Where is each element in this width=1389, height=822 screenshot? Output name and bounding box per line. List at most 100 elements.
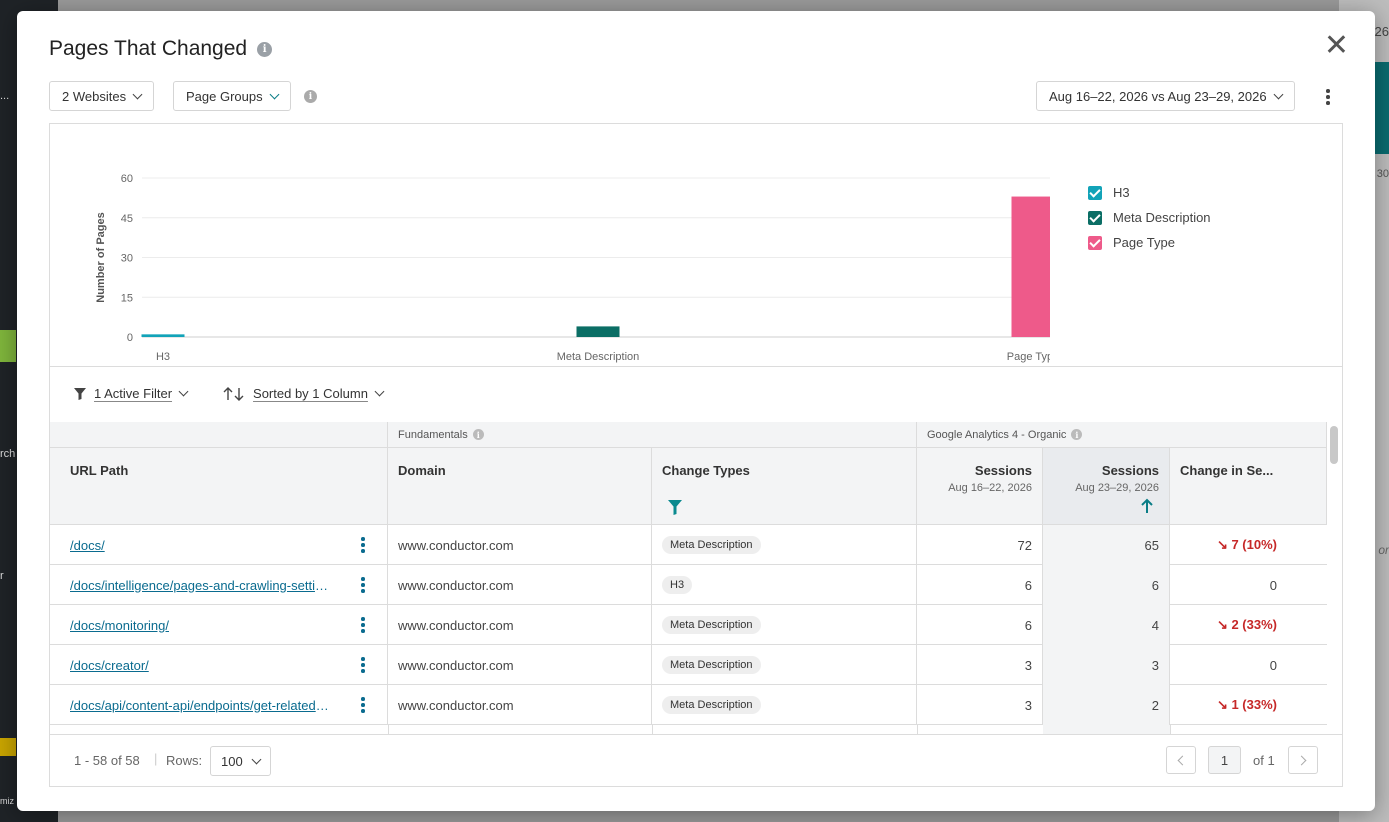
checkbox-icon[interactable]	[1088, 185, 1102, 200]
change-negative: ↘ 1 (33%)	[1217, 697, 1277, 713]
table-scrollbar[interactable]	[1330, 426, 1338, 464]
change-cell: 0	[1170, 645, 1327, 685]
url-link[interactable]: /docs/	[70, 537, 105, 553]
group-label: Google Analytics 4 - Organic	[927, 428, 1067, 441]
page-groups-dropdown-label: Page Groups	[186, 88, 263, 104]
page-groups-dropdown[interactable]: Page Groups	[173, 81, 291, 111]
group-header-fundamentals: Fundamentals i	[388, 422, 917, 448]
next-page-button[interactable]	[1288, 746, 1318, 774]
table-row-partial	[50, 725, 1327, 734]
bg-text: miz	[0, 796, 14, 806]
page-number-input[interactable]: 1	[1208, 746, 1241, 774]
chevron-down-icon	[132, 89, 143, 99]
previous-page-button[interactable]	[1166, 746, 1196, 774]
filter-icon[interactable]	[668, 500, 682, 515]
separator: |	[154, 751, 158, 766]
column-divider	[917, 725, 918, 734]
column-header-change[interactable]: Change in Se...	[1170, 448, 1327, 525]
column-header-label: Domain	[398, 463, 446, 478]
modal-title-row: Pages That Changed i	[49, 37, 273, 61]
column-header-domain[interactable]: Domain	[388, 448, 652, 525]
domain-cell: www.conductor.com	[388, 525, 652, 565]
column-header-sessions-cur[interactable]: Sessions Aug 23–29, 2026	[1043, 448, 1170, 525]
info-icon[interactable]: i	[1071, 429, 1083, 440]
change-cell: ↘ 2 (33%)	[1170, 605, 1327, 645]
change-type-cell: Meta Description	[652, 645, 917, 685]
table-row: /docs/creator/www.conductor.com Meta Desc…	[50, 645, 1327, 685]
column-divider	[388, 725, 389, 734]
bg-text: or	[1378, 543, 1389, 557]
domain-cell: www.conductor.com	[388, 565, 652, 605]
y-tick-label: 0	[127, 332, 133, 344]
arrow-down-right-icon: ↘	[1216, 537, 1228, 552]
bar-page-type	[1011, 196, 1055, 337]
url-link[interactable]: /docs/intelligence/pages-and-crawling-se…	[70, 577, 332, 593]
url-link[interactable]: /docs/api/content-api/endpoints/get-rela…	[70, 697, 332, 713]
table-row: /docs/monitoring/www.conductor.com Meta D…	[50, 605, 1327, 645]
url-cell: /docs/creator/	[50, 645, 388, 685]
change-value: 0	[1269, 657, 1277, 673]
bg-text: rch	[0, 448, 16, 460]
change-type-chip: H3	[662, 576, 693, 594]
row-menu-icon[interactable]	[361, 537, 365, 553]
column-header-label: Sessions	[974, 463, 1032, 478]
sessions-prev-cell: 6	[917, 605, 1043, 645]
url-link[interactable]: /docs/creator/	[70, 657, 149, 673]
chevron-down-icon	[1273, 89, 1284, 99]
group-label: Fundamentals	[398, 428, 468, 441]
change-type-chip: Meta Description	[662, 696, 761, 714]
column-header-url[interactable]: URL Path	[50, 448, 388, 525]
rows-per-page-dropdown[interactable]: 100	[210, 746, 271, 776]
column-header-label: Sessions	[1101, 463, 1159, 478]
change-types-chart: 0 15 30 45 60 Number of Pages H3 Meta Descripti…	[50, 124, 1342, 367]
y-tick-label: 30	[121, 253, 133, 265]
domain-cell: www.conductor.com	[388, 645, 652, 685]
y-axis-label: Number of Pages	[95, 212, 107, 302]
info-icon[interactable]: i	[472, 429, 484, 440]
websites-dropdown[interactable]: 2 Websites	[49, 81, 155, 111]
column-header-change-types[interactable]: Change Types	[652, 448, 917, 525]
row-menu-icon[interactable]	[361, 577, 365, 593]
info-icon[interactable]: i	[304, 90, 317, 103]
table-row: /docs/www.conductor.com Meta Description 7…	[50, 525, 1327, 565]
column-divider	[652, 725, 653, 734]
bar-meta-description	[576, 326, 620, 337]
sessions-cur-cell: 6	[1043, 565, 1170, 605]
sorted-column-shade	[1043, 725, 1170, 734]
change-value: 1 (33%)	[1231, 697, 1277, 712]
legend-item-meta-description[interactable]: Meta Description	[1088, 205, 1211, 230]
row-range: 1 - 58 of 58	[74, 753, 140, 768]
sort-label: Sorted by 1 Column	[253, 386, 368, 401]
row-menu-icon[interactable]	[361, 617, 365, 633]
bar-h3	[141, 334, 185, 337]
change-value: 0	[1269, 577, 1277, 593]
url-link[interactable]: /docs/monitoring/	[70, 617, 169, 633]
checkbox-icon[interactable]	[1088, 235, 1102, 250]
filter-button[interactable]: 1 Active Filter	[74, 386, 189, 401]
legend-item-page-type[interactable]: Page Type	[1088, 230, 1211, 255]
y-tick-label: 15	[121, 292, 133, 304]
domain-cell: www.conductor.com	[388, 605, 652, 645]
checkbox-icon[interactable]	[1088, 210, 1102, 225]
bar-chart-svg: 0 15 30 45 60 Number of Pages H3 Meta Descripti…	[95, 173, 1070, 363]
url-cell: /docs/	[50, 525, 388, 565]
column-header-label: Change Types	[662, 463, 750, 478]
date-range-dropdown[interactable]: Aug 16–22, 2026 vs Aug 23–29, 2026	[1036, 81, 1295, 111]
chevron-left-icon	[1177, 755, 1188, 765]
sort-ascending-icon[interactable]	[1141, 498, 1153, 514]
date-range-label: Aug 16–22, 2026 vs Aug 23–29, 2026	[1049, 88, 1267, 104]
info-icon[interactable]: i	[257, 41, 273, 57]
legend-item-h3[interactable]: H3	[1088, 180, 1211, 205]
bg-text: 26	[1374, 24, 1389, 39]
close-icon[interactable]: ✕	[1323, 29, 1349, 62]
group-header-ga4: Google Analytics 4 - Organic i	[917, 422, 1327, 448]
bg-badge	[0, 738, 16, 756]
y-tick-label: 60	[121, 173, 133, 185]
more-options-icon[interactable]	[1326, 89, 1330, 105]
row-menu-icon[interactable]	[361, 657, 365, 673]
sort-button[interactable]: Sorted by 1 Column	[223, 386, 385, 401]
legend-label: Meta Description	[1113, 210, 1211, 225]
column-header-sessions-prev[interactable]: Sessions Aug 16–22, 2026	[917, 448, 1043, 525]
row-menu-icon[interactable]	[361, 697, 365, 713]
arrow-down-right-icon: ↘	[1216, 697, 1228, 712]
